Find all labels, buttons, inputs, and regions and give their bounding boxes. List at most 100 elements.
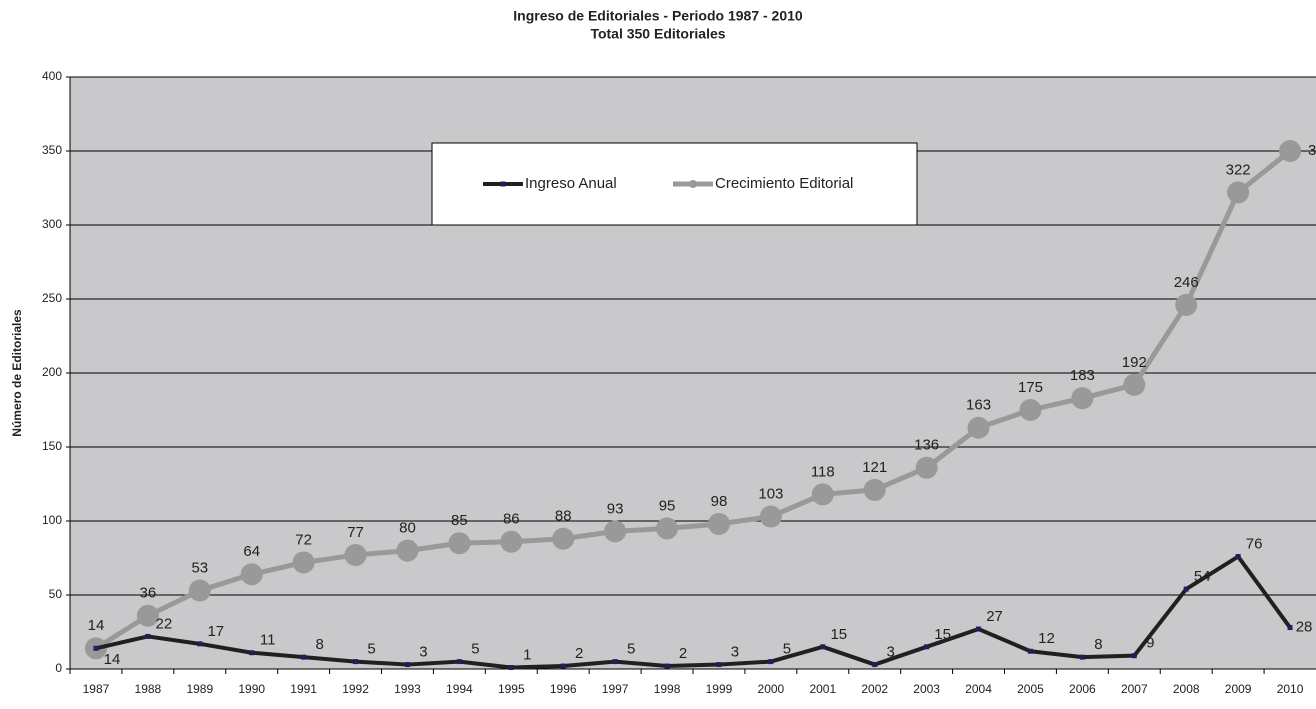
x-tick-label: 2010	[1277, 682, 1304, 696]
marker	[301, 654, 307, 660]
x-tick-label: 1995	[498, 682, 525, 696]
marker	[197, 641, 203, 647]
data-label: 27	[986, 608, 1003, 625]
marker	[967, 416, 990, 439]
marker	[863, 478, 886, 501]
marker	[1027, 648, 1033, 654]
data-label: 175	[1018, 379, 1043, 396]
marker	[136, 604, 159, 627]
y-axis-label: Número de Editoriales	[10, 309, 24, 437]
data-label: 1	[523, 646, 531, 663]
data-label: 3	[731, 644, 739, 661]
data-label: 64	[243, 543, 260, 560]
marker	[656, 517, 679, 540]
data-label: 121	[862, 459, 887, 476]
marker	[353, 659, 359, 665]
x-tick-label: 1990	[238, 682, 265, 696]
x-tick-label: 1991	[290, 682, 317, 696]
data-label: 2	[679, 645, 687, 662]
marker	[976, 626, 982, 632]
marker	[93, 645, 99, 651]
marker	[249, 650, 255, 656]
marker	[1019, 399, 1042, 421]
marker	[872, 662, 878, 668]
data-label: 53	[191, 560, 208, 577]
data-label: 54	[1194, 568, 1211, 585]
marker	[508, 665, 514, 671]
legend-label: Crecimiento Editorial	[715, 175, 853, 192]
y-tick-label: 350	[42, 143, 62, 157]
x-tick-label: 2001	[809, 682, 836, 696]
marker	[1071, 387, 1094, 410]
data-label: 98	[711, 493, 728, 510]
x-tick-label: 1997	[602, 682, 629, 696]
marker	[500, 530, 523, 553]
data-label: 15	[830, 626, 847, 643]
y-tick-label: 300	[42, 217, 62, 231]
x-tick-label: 1994	[446, 682, 473, 696]
marker	[456, 659, 462, 665]
legend-label: Ingreso Anual	[525, 175, 617, 192]
marker	[1175, 293, 1198, 316]
marker	[396, 539, 419, 562]
x-tick-label: 2004	[965, 682, 992, 696]
marker	[1227, 181, 1250, 204]
data-label: 5	[367, 641, 375, 658]
y-tick-label: 150	[42, 439, 62, 453]
marker	[604, 520, 627, 543]
marker	[768, 659, 774, 665]
data-label: 17	[207, 623, 224, 640]
x-tick-label: 2000	[758, 682, 785, 696]
x-tick-label: 1998	[654, 682, 681, 696]
marker	[1235, 554, 1241, 560]
x-tick-label: 2003	[913, 682, 940, 696]
x-tick-label: 2008	[1173, 682, 1200, 696]
data-label: 14	[104, 651, 121, 668]
data-label: 77	[347, 524, 364, 541]
y-tick-label: 250	[42, 291, 62, 305]
marker	[759, 505, 782, 528]
data-label: 76	[1246, 535, 1263, 552]
y-tick-label: 400	[42, 69, 62, 83]
marker	[404, 662, 410, 668]
data-label: 8	[1094, 636, 1102, 653]
series-line	[95, 554, 1292, 670]
data-label: 80	[399, 520, 416, 537]
x-tick-label: 1988	[135, 682, 162, 696]
marker	[612, 659, 618, 665]
data-label: 3	[419, 644, 427, 661]
data-label: 5	[471, 641, 479, 658]
x-tick-label: 2006	[1069, 682, 1096, 696]
marker	[448, 532, 471, 555]
marker	[292, 551, 315, 574]
y-tick-label: 200	[42, 365, 62, 379]
data-label: 103	[758, 486, 783, 503]
x-tick-label: 1989	[186, 682, 213, 696]
x-tick-label: 1999	[706, 682, 733, 696]
marker	[811, 483, 834, 506]
marker	[924, 644, 930, 650]
data-label: 36	[140, 585, 157, 602]
x-tick-label: 2009	[1225, 682, 1252, 696]
data-label: 9	[1146, 635, 1154, 652]
x-tick-label: 2005	[1017, 682, 1044, 696]
data-label: 2	[575, 645, 583, 662]
data-label: 95	[659, 497, 676, 514]
x-tick-label: 1993	[394, 682, 421, 696]
data-label: 22	[156, 615, 173, 632]
data-label: 5	[627, 641, 635, 658]
data-label: 12	[1038, 630, 1055, 647]
data-label: 88	[555, 508, 572, 525]
marker	[1287, 625, 1293, 631]
x-tick-label: 1987	[83, 682, 110, 696]
y-tick-label: 100	[42, 513, 62, 527]
data-label: 14	[88, 617, 105, 634]
marker	[1279, 140, 1302, 162]
x-tick-label: 2002	[861, 682, 888, 696]
x-tick-label: 2007	[1121, 682, 1148, 696]
data-label: 86	[503, 511, 520, 528]
marker	[716, 662, 722, 668]
marker	[145, 633, 151, 639]
data-label: 8	[315, 636, 323, 653]
